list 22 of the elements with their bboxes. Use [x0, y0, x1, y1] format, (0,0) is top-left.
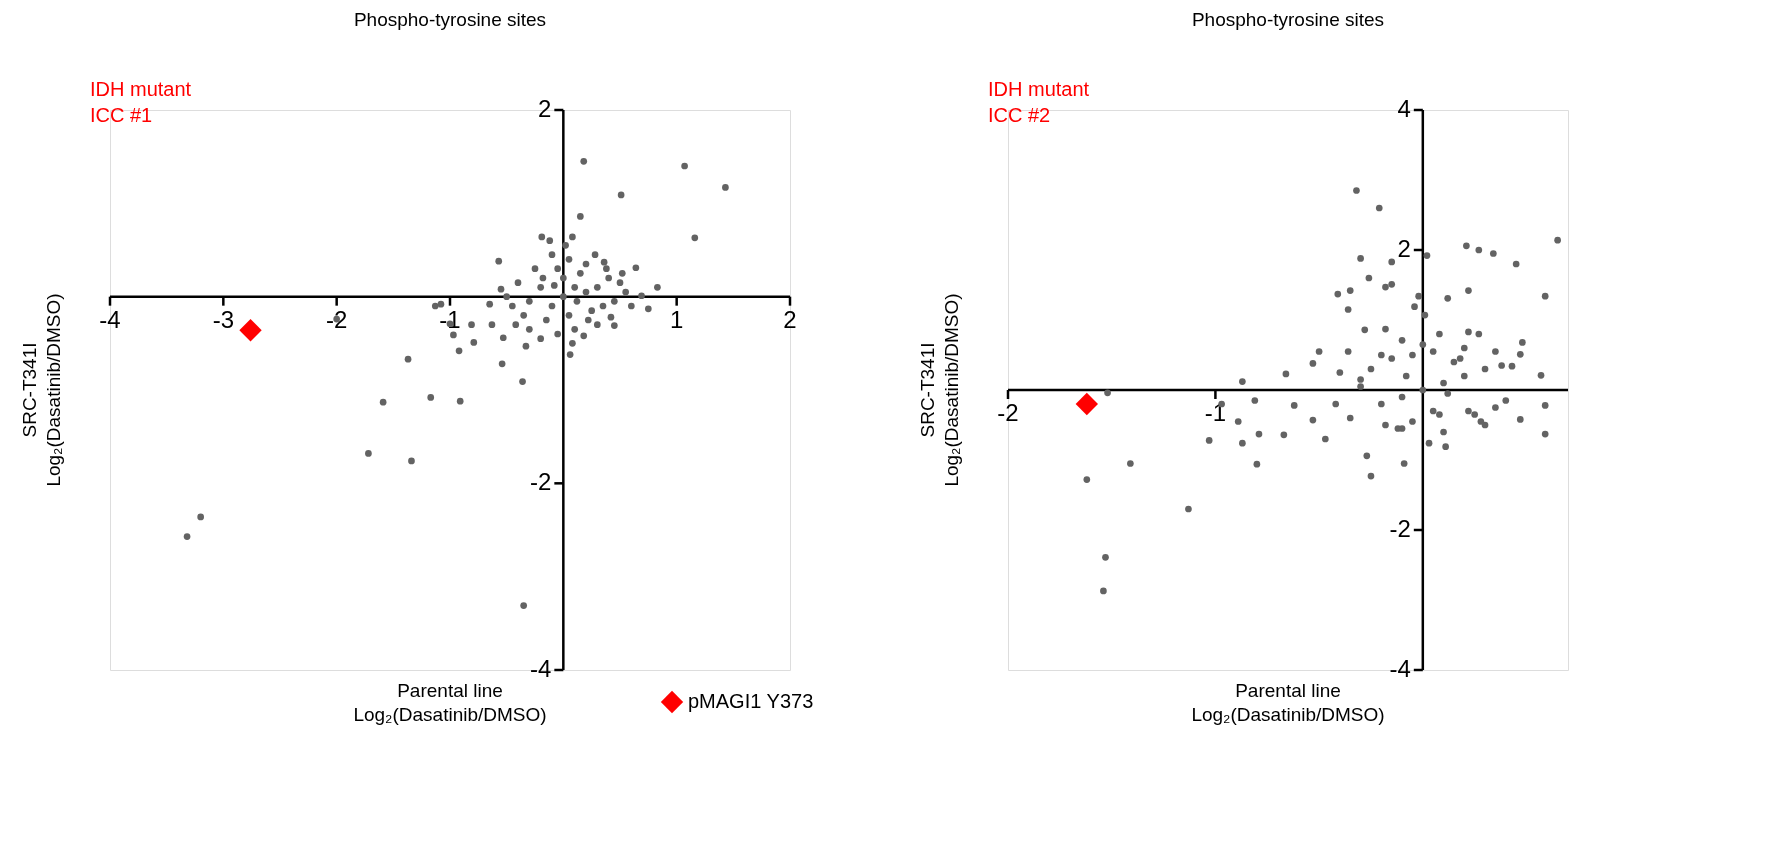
y-tick-label: -2	[1389, 515, 1411, 542]
x-tick-label: -4	[99, 305, 121, 333]
annotation: IDH mutant ICC #2	[988, 78, 1090, 126]
y-tick-label: 4	[1397, 95, 1411, 122]
x-axis-title: Parental line Log₂(Dasatinib/DMSO)	[353, 680, 547, 725]
annotation: IDH mutant ICC #1	[90, 78, 192, 126]
chart-title: Phospho-tyrosine sites	[1191, 9, 1385, 30]
x-tick-label: -3	[212, 305, 235, 333]
chart-title: Phospho-tyrosine sites	[353, 9, 547, 30]
y-tick-label: -4	[529, 655, 552, 682]
x-tick-label: 1	[669, 305, 684, 333]
y-axis-title: SRC-T341I Log₂(Dasatinib/DMSO)	[917, 293, 962, 487]
y-tick-label: -2	[529, 468, 552, 496]
y-tick-label: 2	[537, 95, 552, 122]
x-tick-label: -2	[325, 305, 348, 333]
x-axis-title: Parental line Log₂(Dasatinib/DMSO)	[1191, 680, 1385, 725]
y-tick-label: 2	[1397, 235, 1411, 262]
x-tick-label: 2	[783, 305, 797, 333]
y-tick-label: -4	[1389, 655, 1411, 682]
y-axis-title: SRC-T341I Log₂(Dasatinib/DMSO)	[19, 293, 64, 487]
legend-label: pMAGI1 Y373	[688, 690, 814, 712]
x-tick-label: -1	[439, 305, 461, 333]
